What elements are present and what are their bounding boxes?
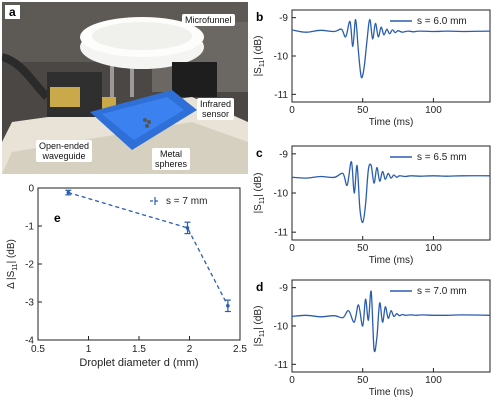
x-tick-label-e: 1	[86, 344, 92, 355]
y-tick-label-e: -2	[25, 260, 34, 271]
y-tick-label-e: -3	[25, 298, 34, 309]
y-tick-label-d: -9	[279, 283, 288, 294]
panel-label-d: d	[256, 280, 263, 294]
y-tick-label-d: -10	[274, 322, 289, 333]
legend-label-d: s = 7.0 mm	[417, 286, 467, 297]
y-tick-label-e: -4	[25, 336, 34, 347]
infrared-callout-line2: sensor	[202, 109, 230, 119]
data-point	[185, 226, 190, 230]
x-tick-label-b: 0	[289, 105, 295, 116]
spheres-callout-line1: Metal	[160, 149, 183, 159]
x-tick-label-b: 50	[357, 105, 369, 116]
x-tick-label-b: 100	[425, 105, 442, 116]
panel-label-b: b	[256, 10, 263, 24]
x-tick-label-e: 0.5	[31, 344, 45, 355]
x-tick-label-c: 50	[357, 243, 369, 254]
chart-panel-b: 0 50 100 -9 -10 -11 Time (ms) |S11| (dB) b s = 6.…	[253, 9, 491, 128]
x-tick-label-d: 100	[425, 375, 442, 386]
infrared-sensor-callout: Infrared sensor	[197, 98, 235, 120]
microfunnel-callout: Microfunnel	[182, 14, 235, 26]
experimental-setup-photo: a Microfunnel Infrared sensor Open-ended…	[2, 2, 248, 174]
legend-label-c: s = 6.5 mm	[417, 152, 467, 163]
data-point	[66, 190, 71, 195]
chart-panel-c: 0 50 100 -9 -10 -11 Time (ms) |S11| (dB) c s = 6.…	[253, 145, 491, 266]
y-tick-label-d: -11	[274, 360, 288, 371]
series-line-b	[291, 18, 491, 79]
series-line-c	[291, 161, 491, 224]
y-axis-label-e: Δ |S11| (dB)	[6, 239, 19, 289]
legend-label-b: s = 6.0 mm	[417, 16, 467, 27]
x-axis-label-d: Time (ms)	[369, 387, 414, 398]
x-tick-label-e: 2.5	[233, 344, 247, 355]
x-axis-label-e: Droplet diameter d (mm)	[79, 357, 198, 369]
data-point	[226, 304, 230, 308]
y-tick-label-b: -11	[274, 90, 288, 101]
series-line-d	[291, 290, 491, 353]
plot-frame-e	[37, 187, 241, 341]
y-tick-label-c: -10	[274, 189, 289, 200]
y-axis-label-d: |S11| (dB)	[253, 306, 266, 347]
chart-panel-d: 0 50 100 -9 -10 -11 Time (ms) |S11| (dB) d s = 7.…	[253, 279, 491, 398]
x-tick-label-e: 2	[187, 344, 193, 355]
x-tick-label-d: 50	[357, 375, 369, 386]
x-tick-label-e: 1.5	[132, 344, 146, 355]
waveguide-callout-line2: waveguide	[42, 151, 86, 161]
series-line-e	[68, 191, 229, 307]
infrared-callout-line1: Infrared	[200, 99, 232, 109]
x-tick-label-c: 100	[425, 243, 442, 254]
y-tick-label-e: 0	[28, 184, 34, 195]
panel-label-c: c	[256, 146, 263, 160]
panel-label-a: a	[5, 5, 20, 19]
metal-spheres-callout: Metal spheres	[152, 148, 191, 170]
y-tick-label-e: -1	[25, 222, 34, 233]
panel-label-e: e	[54, 211, 61, 225]
y-axis-label-c: |S11| (dB)	[253, 173, 266, 214]
waveguide-callout-line1: Open-ended	[39, 141, 90, 151]
chart-panel-e: 0.5 1 1.5 2 2.5 0 -1 -2 -3 -4 Droplet diameter d (…	[6, 184, 247, 370]
y-tick-label-b: -9	[279, 13, 288, 24]
legend-label-e: s = 7 mm	[166, 196, 207, 207]
spheres-callout-line2: spheres	[155, 159, 188, 169]
y-tick-label-c: -11	[274, 228, 288, 239]
x-axis-label-c: Time (ms)	[369, 255, 414, 266]
x-tick-label-d: 0	[289, 375, 295, 386]
y-tick-label-b: -10	[274, 52, 289, 63]
y-axis-label-b: |S11| (dB)	[253, 36, 266, 77]
x-axis-label-b: Time (ms)	[369, 117, 414, 128]
y-tick-label-c: -9	[279, 149, 288, 160]
x-tick-label-c: 0	[289, 243, 295, 254]
waveguide-callout: Open-ended waveguide	[36, 140, 93, 162]
